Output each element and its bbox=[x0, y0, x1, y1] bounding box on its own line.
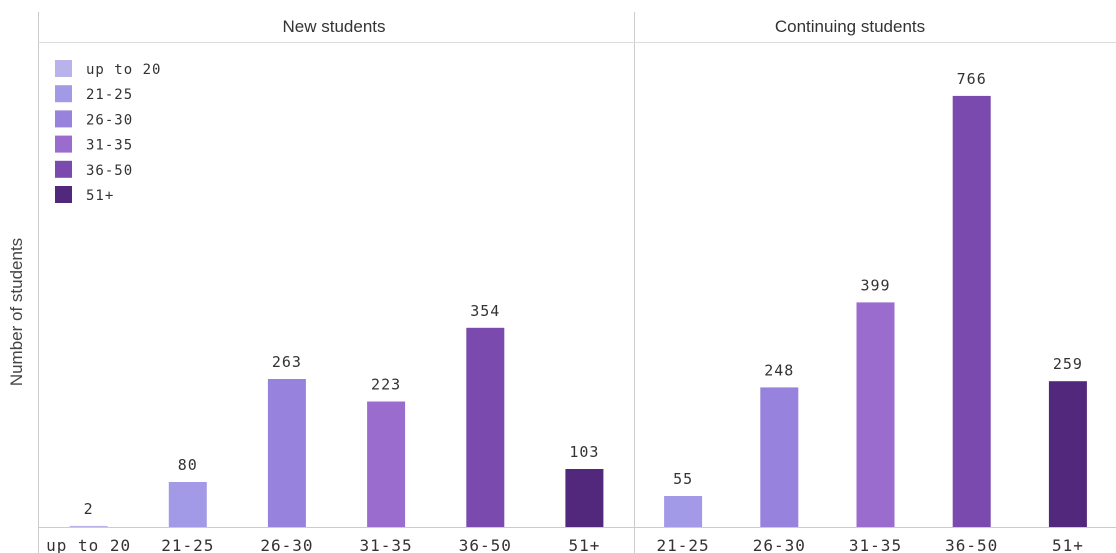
data-label-continuing-36-50: 766 bbox=[957, 70, 987, 88]
legend-label-36-50: 36-50 bbox=[86, 163, 133, 179]
y-axis-label: Number of students bbox=[7, 238, 26, 386]
data-label-continuing-26-30: 248 bbox=[764, 361, 794, 379]
legend-swatch-31-35 bbox=[55, 135, 72, 153]
bar-continuing-51plus bbox=[1048, 381, 1087, 527]
chart-frame bbox=[38, 12, 1116, 553]
bar-continuing-36-50 bbox=[952, 95, 991, 528]
x-tick-new-21-25: 21-25 bbox=[161, 536, 214, 553]
x-tick-new-51plus: 51+ bbox=[568, 536, 600, 553]
legend-swatch-36-50 bbox=[55, 160, 72, 178]
bar-new-31-35 bbox=[367, 401, 406, 527]
x-tick-continuing-21-25: 21-25 bbox=[657, 536, 710, 553]
legend-label-51plus: 51+ bbox=[86, 188, 114, 204]
data-label-continuing-21-25: 55 bbox=[673, 470, 693, 488]
legend-label-up-to-20: up to 20 bbox=[86, 62, 161, 78]
legend-swatch-up-to-20 bbox=[55, 60, 72, 77]
data-label-new-26-30: 263 bbox=[272, 353, 302, 371]
panel-title-continuing: Continuing students bbox=[775, 17, 925, 36]
x-tick-continuing-31-35: 31-35 bbox=[849, 536, 902, 553]
x-tick-new-36-50: 36-50 bbox=[459, 536, 512, 553]
x-tick-new-31-35: 31-35 bbox=[360, 536, 413, 553]
bars: 2 up to 20 80 21-25 263 26-30 223 31-35 354 36-50… bbox=[46, 70, 1087, 553]
panel-title-new: New students bbox=[283, 17, 386, 36]
x-tick-new-26-30: 26-30 bbox=[260, 536, 313, 553]
legend: up to 20 21-25 26-30 31-35 36-50 51+ bbox=[55, 60, 161, 204]
bar-new-up-to-20 bbox=[69, 525, 108, 527]
legend-label-31-35: 31-35 bbox=[86, 138, 133, 154]
bar-continuing-26-30 bbox=[760, 387, 799, 527]
legend-label-26-30: 26-30 bbox=[86, 112, 133, 128]
data-label-new-up-to-20: 2 bbox=[84, 500, 94, 518]
x-tick-new-up-to-20: up to 20 bbox=[46, 536, 131, 553]
data-label-new-31-35: 223 bbox=[371, 376, 401, 394]
legend-swatch-21-25 bbox=[55, 85, 72, 103]
x-tick-continuing-36-50: 36-50 bbox=[945, 536, 998, 553]
data-label-continuing-51plus: 259 bbox=[1053, 355, 1083, 373]
x-tick-continuing-51plus: 51+ bbox=[1052, 536, 1084, 553]
bar-new-51plus bbox=[565, 469, 604, 527]
data-label-new-21-25: 80 bbox=[178, 456, 198, 474]
x-tick-continuing-26-30: 26-30 bbox=[753, 536, 806, 553]
bar-new-21-25 bbox=[168, 482, 207, 527]
legend-swatch-26-30 bbox=[55, 110, 72, 128]
bar-new-36-50 bbox=[466, 327, 505, 527]
bar-continuing-31-35 bbox=[856, 302, 895, 527]
data-label-new-51plus: 103 bbox=[569, 443, 599, 461]
bar-new-26-30 bbox=[267, 379, 306, 527]
bar-continuing-21-25 bbox=[664, 496, 703, 527]
data-label-continuing-31-35: 399 bbox=[860, 276, 890, 294]
legend-swatch-51plus bbox=[55, 186, 72, 203]
legend-label-21-25: 21-25 bbox=[86, 87, 133, 103]
data-label-new-36-50: 354 bbox=[470, 302, 500, 320]
